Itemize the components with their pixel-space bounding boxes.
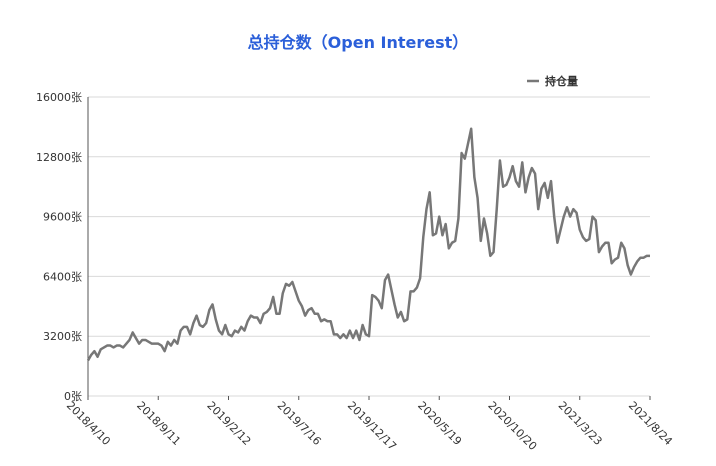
data-line	[86, 127, 650, 362]
x-tick-label: 2018/9/11	[134, 399, 183, 448]
x-tick-label: 2019/12/17	[345, 399, 399, 453]
y-tick-label: 3200张	[43, 330, 82, 343]
x-tick-label: 2020/10/20	[485, 399, 539, 453]
x-tick-label: 2020/5/19	[415, 399, 464, 448]
x-tick-label: 2018/4/10	[64, 399, 113, 448]
chart-title: 总持仓数（Open Interest）	[248, 33, 469, 52]
x-tick-label: 2021/3/23	[556, 399, 605, 448]
legend-label: 持仓量	[545, 74, 578, 88]
x-tick-label: 2021/8/24	[626, 399, 675, 448]
y-tick-label: 12800张	[36, 151, 82, 164]
y-tick-label: 6400张	[43, 270, 82, 283]
x-tick-label: 2019/2/12	[204, 399, 253, 448]
y-tick-label: 9600张	[43, 211, 82, 224]
x-tick-label: 2019/7/16	[275, 399, 324, 448]
y-tick-label: 16000张	[36, 91, 82, 104]
y-tick-label: 0张	[64, 390, 82, 403]
